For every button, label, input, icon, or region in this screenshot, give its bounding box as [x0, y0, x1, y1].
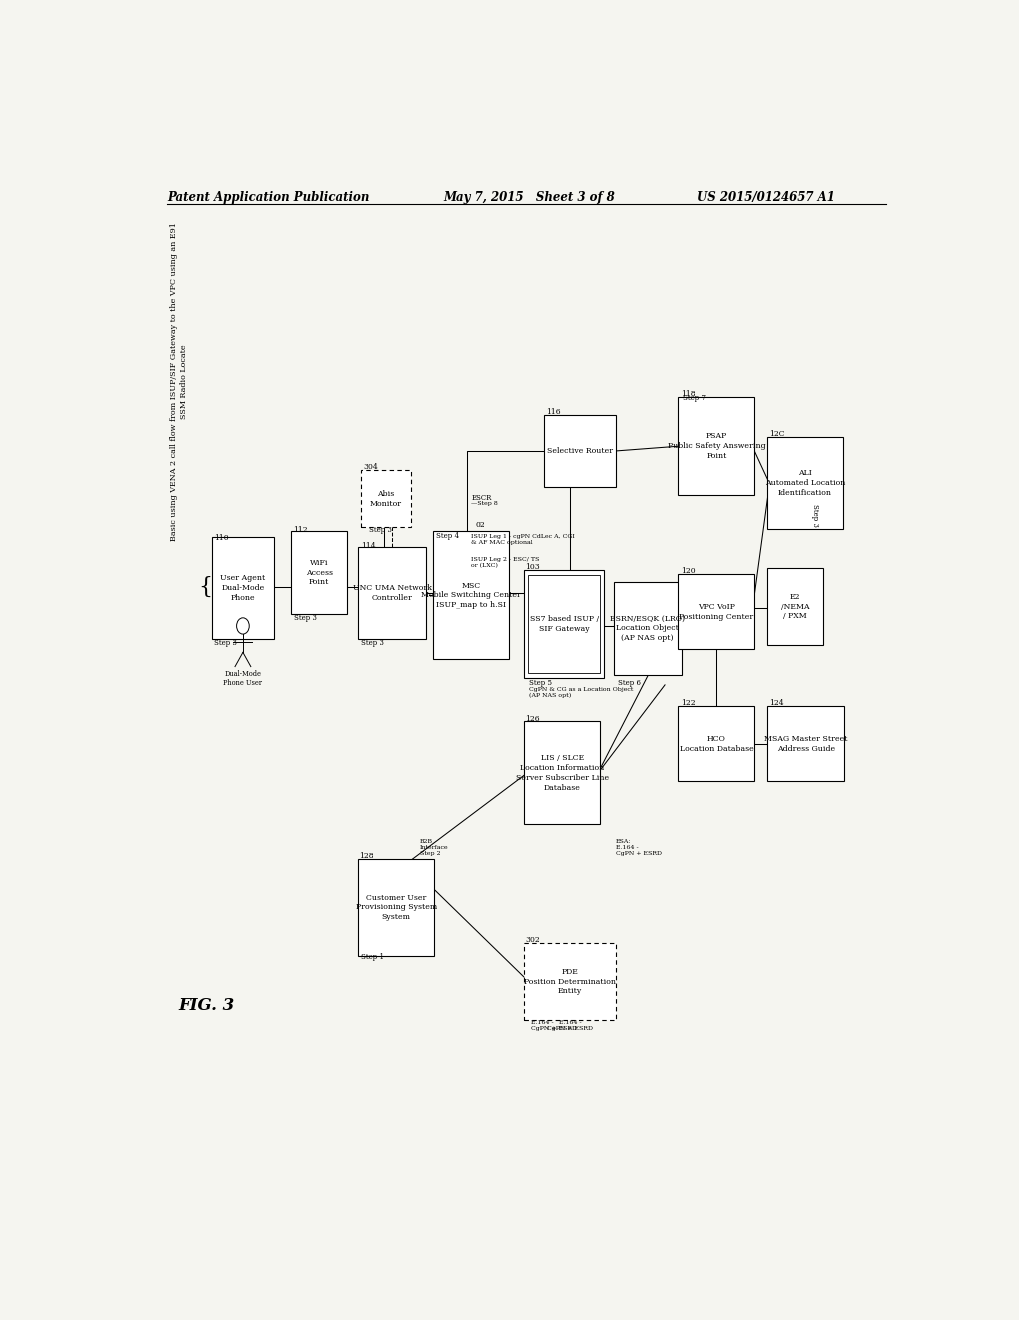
Text: Selective Router: Selective Router [546, 446, 612, 454]
FancyBboxPatch shape [524, 722, 599, 824]
Text: HCO
Location Database: HCO Location Database [679, 735, 753, 752]
Text: E.164 -
CgPN + ESRD: E.164 - CgPN + ESRD [546, 1020, 593, 1031]
FancyBboxPatch shape [290, 532, 346, 614]
Text: Abis
Monitor: Abis Monitor [370, 490, 401, 508]
FancyBboxPatch shape [678, 574, 754, 649]
Text: May 7, 2015   Sheet 3 of 8: May 7, 2015 Sheet 3 of 8 [443, 191, 614, 203]
Text: ESCR: ESCR [471, 494, 491, 502]
Text: MSC
Mobile Switching Center
ISUP_map to h.SI: MSC Mobile Switching Center ISUP_map to … [421, 582, 521, 610]
Text: 302: 302 [525, 936, 539, 944]
Text: VPC VoIP
Positioning Center: VPC VoIP Positioning Center [679, 603, 753, 620]
FancyBboxPatch shape [361, 470, 411, 528]
Text: LIS / SLCE
Location Information
Server Subscriber Line
Database: LIS / SLCE Location Information Server S… [516, 754, 608, 792]
Text: 12C: 12C [768, 430, 784, 438]
Text: 122: 122 [681, 700, 695, 708]
Text: SS7 based ISUP /
SIF Gateway: SS7 based ISUP / SIF Gateway [529, 615, 598, 632]
Text: 304: 304 [363, 463, 377, 471]
Text: Step 4: Step 4 [435, 532, 459, 540]
Text: —Step 8: —Step 8 [471, 500, 497, 506]
Text: Step 6: Step 6 [618, 678, 640, 686]
Text: 110: 110 [214, 533, 229, 541]
FancyBboxPatch shape [678, 706, 754, 781]
Text: Customer User
Provisioning System
System: Customer User Provisioning System System [356, 894, 436, 921]
Text: PDE
Position Determination
Entity: PDE Position Determination Entity [524, 968, 615, 995]
Text: 124: 124 [768, 700, 784, 708]
Text: E2
/NEMA
/ PXM: E2 /NEMA / PXM [780, 593, 809, 620]
Text: FIG. 3: FIG. 3 [178, 997, 235, 1014]
Text: 02: 02 [475, 521, 485, 529]
FancyBboxPatch shape [528, 576, 599, 673]
Text: Basic using VENA 2 call flow from ISUP/SIF Gateway to the VPC using an E91
SSM R: Basic using VENA 2 call flow from ISUP/S… [169, 223, 187, 541]
FancyBboxPatch shape [212, 536, 273, 639]
FancyBboxPatch shape [678, 397, 754, 495]
FancyBboxPatch shape [358, 546, 426, 639]
Text: Step 1: Step 1 [361, 953, 384, 961]
Text: 103: 103 [525, 564, 539, 572]
Text: User Agent
Dual-Mode
Phone: User Agent Dual-Mode Phone [220, 574, 265, 602]
Text: PSAP
Public Safety Answering
Point: PSAP Public Safety Answering Point [667, 432, 764, 459]
Text: Step 7: Step 7 [683, 395, 705, 403]
Text: Step 5: Step 5 [529, 678, 551, 686]
Text: Step 3: Step 3 [368, 527, 391, 535]
FancyBboxPatch shape [766, 568, 822, 645]
FancyBboxPatch shape [358, 859, 434, 956]
Text: Step 3: Step 3 [293, 614, 316, 622]
Text: E.164 -
CgPN + ESRD: E.164 - CgPN + ESRD [530, 1020, 576, 1031]
Text: B2B
Interface
Step 2: B2B Interface Step 2 [420, 840, 448, 855]
Text: 112: 112 [293, 527, 308, 535]
Text: UNC UMA Network
Controller: UNC UMA Network Controller [353, 583, 431, 602]
FancyBboxPatch shape [524, 942, 615, 1020]
FancyBboxPatch shape [524, 570, 603, 677]
Text: WiFi
Access
Point: WiFi Access Point [306, 558, 332, 586]
Text: Dual-Mode
Phone User: Dual-Mode Phone User [223, 669, 262, 686]
Text: US 2015/0124657 A1: US 2015/0124657 A1 [696, 191, 834, 203]
Text: 128: 128 [359, 851, 373, 859]
Text: ISUP Leg 1 - cgPN CdLec A, CGI
& AF MAC optional: ISUP Leg 1 - cgPN CdLec A, CGI & AF MAC … [471, 535, 575, 545]
FancyBboxPatch shape [613, 582, 681, 675]
Text: 120: 120 [681, 568, 695, 576]
FancyBboxPatch shape [433, 532, 508, 660]
Text: ALI
Automated Location
Identification: ALI Automated Location Identification [764, 470, 845, 496]
Text: ISUP Leg 2 - ESC/ TS
or (LXC): ISUP Leg 2 - ESC/ TS or (LXC) [471, 557, 539, 568]
Text: ESA:
E.164 -
CgPN + ESRD: ESA: E.164 - CgPN + ESRD [615, 840, 661, 855]
Text: MSAG Master Street
Address Guide: MSAG Master Street Address Guide [763, 735, 847, 752]
Text: Step 3: Step 3 [214, 639, 237, 647]
Text: Step 3: Step 3 [810, 504, 818, 527]
Text: 126: 126 [525, 714, 539, 722]
FancyBboxPatch shape [543, 414, 615, 487]
Text: ESRN/ESQK (LRO)
Location Object
(AP NAS opt): ESRN/ESQK (LRO) Location Object (AP NAS … [609, 615, 685, 643]
FancyBboxPatch shape [766, 437, 842, 529]
Text: {: { [199, 577, 213, 598]
Text: Patent Application Publication: Patent Application Publication [167, 191, 369, 203]
Text: 118: 118 [681, 391, 695, 399]
FancyBboxPatch shape [766, 706, 844, 781]
Text: Step 3: Step 3 [361, 639, 383, 647]
Text: 116: 116 [546, 408, 560, 416]
Text: 114: 114 [361, 541, 375, 549]
Text: CgPN & CG as a Location Object
(AP NAS opt): CgPN & CG as a Location Object (AP NAS o… [529, 686, 633, 698]
